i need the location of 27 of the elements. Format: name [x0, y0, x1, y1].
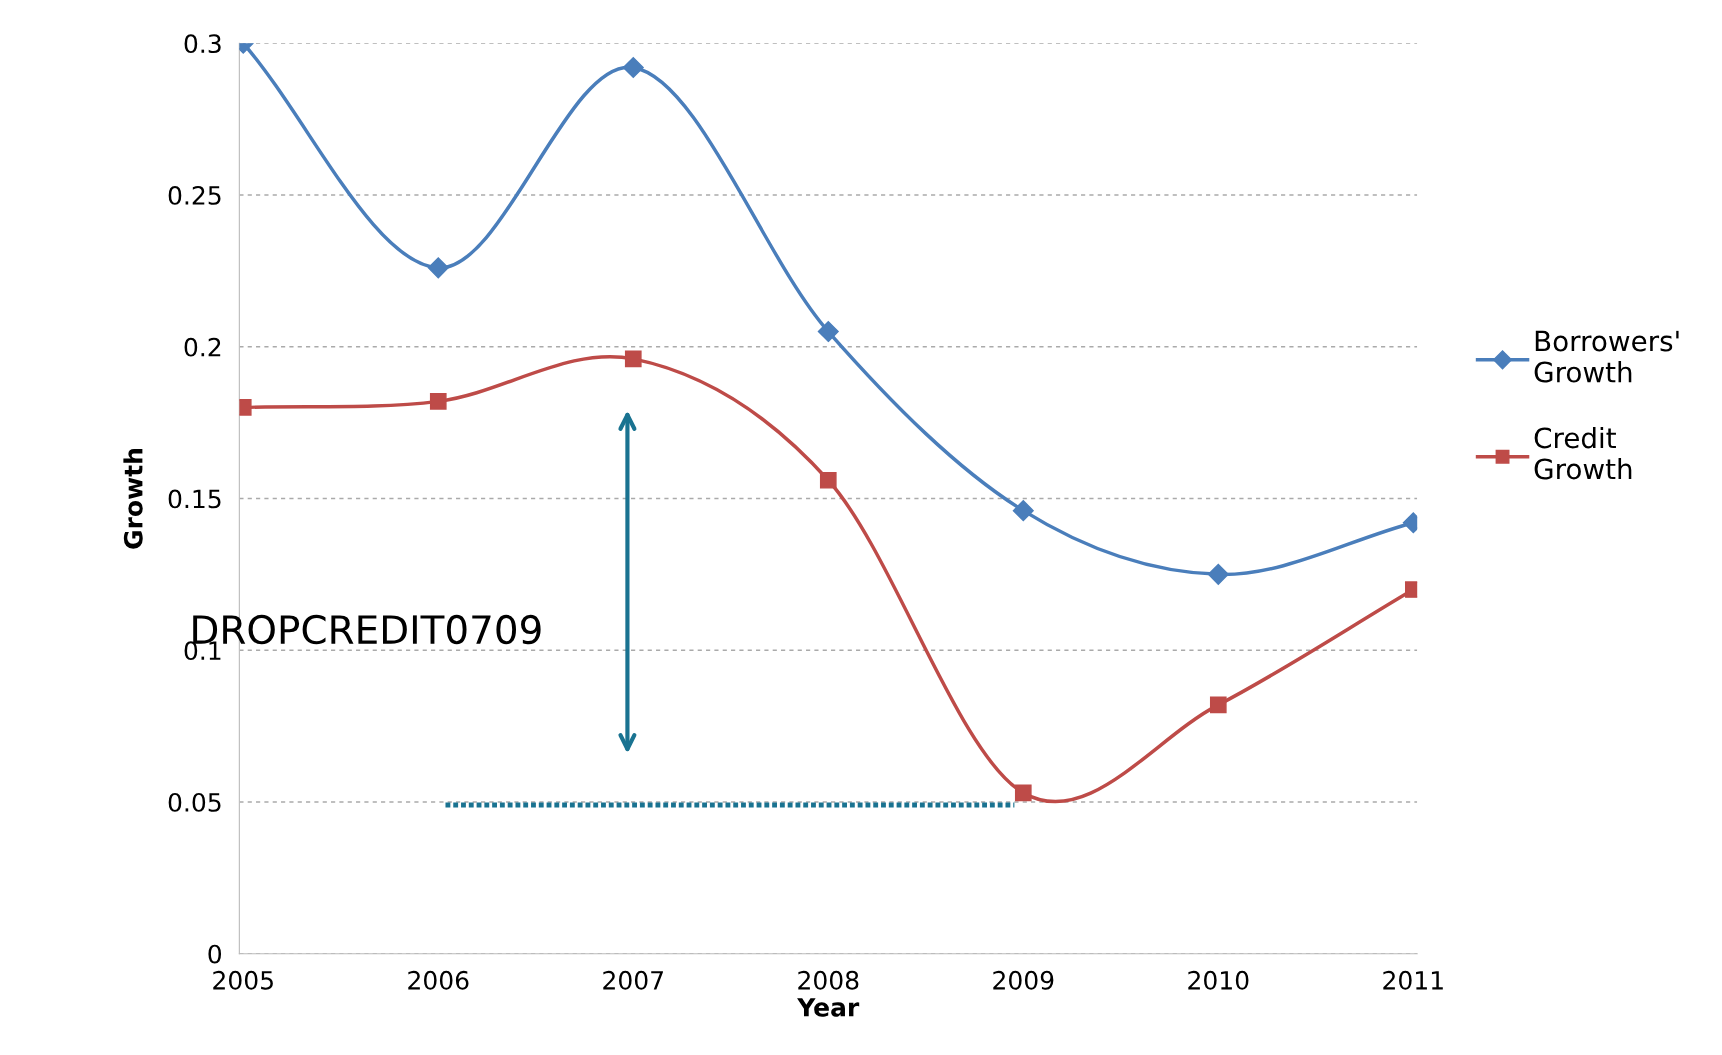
- x-tick-label: 2008: [798, 970, 859, 990]
- y-tick-label: 0.15: [168, 489, 221, 509]
- y-tick-label: 0.05: [168, 792, 221, 812]
- x-tick-label: 2009: [993, 970, 1054, 990]
- point: [1012, 500, 1034, 522]
- x-tick-label: 2010: [1188, 970, 1249, 990]
- x-axis-title: Year: [797, 998, 860, 1017]
- point: [427, 257, 449, 279]
- y-tick-label: 0.25: [168, 185, 221, 205]
- y-tick-label: 0: [208, 944, 222, 964]
- point: [1209, 696, 1227, 714]
- y-tick-label: 0.3: [184, 34, 221, 54]
- x-tick-label: 2011: [1383, 970, 1443, 990]
- point: [622, 57, 644, 79]
- point: [1207, 563, 1229, 585]
- x-tick-label: 2005: [213, 970, 273, 990]
- point: [624, 350, 642, 368]
- point: [1014, 784, 1032, 802]
- x-tick-label: 2007: [603, 970, 663, 990]
- x-tick-label: 2006: [408, 970, 469, 990]
- y-axis-title: Growth: [123, 449, 143, 549]
- point: [429, 393, 447, 410]
- point: [819, 471, 837, 489]
- y-tick-label: 0.2: [184, 337, 221, 357]
- legend-label: Credit Growth: [1534, 426, 1632, 480]
- point: [817, 321, 839, 343]
- legend-label: Borrowers' Growth: [1534, 330, 1679, 383]
